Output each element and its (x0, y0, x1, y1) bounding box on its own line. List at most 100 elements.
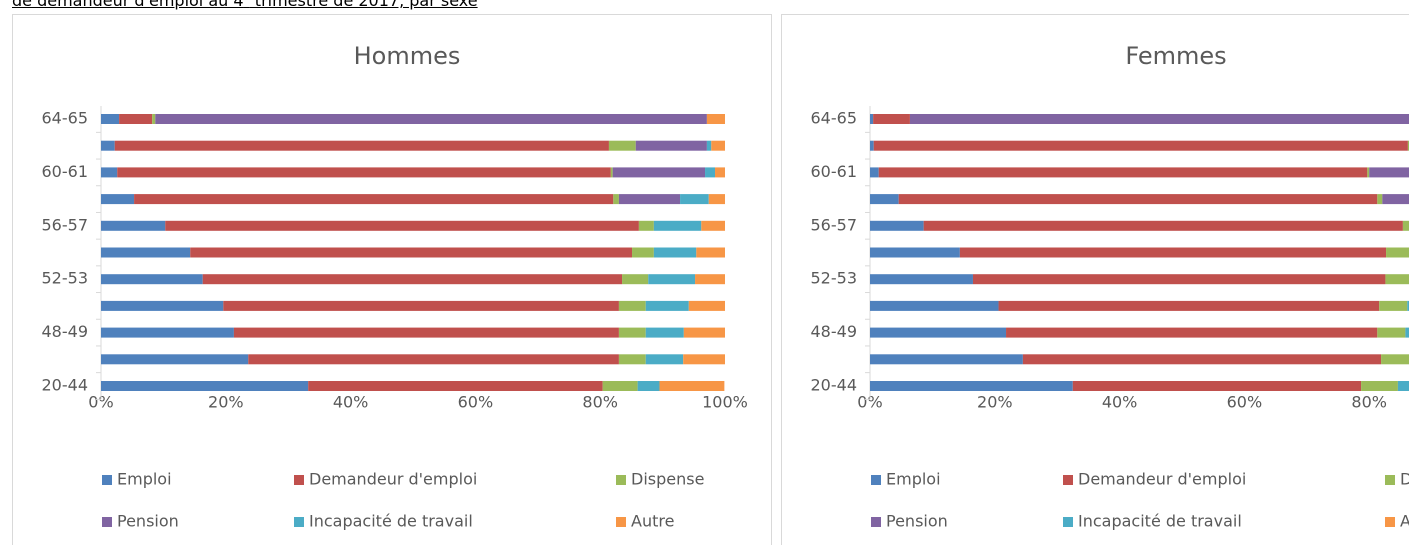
bar-segment (101, 354, 249, 365)
bar-segment (715, 167, 725, 178)
bar-segment (645, 300, 689, 311)
y-tick-label: 52-53 (42, 269, 89, 288)
bar-segment (618, 194, 681, 205)
bar-segment (632, 247, 654, 258)
bar-segment (165, 220, 639, 231)
legend-label: Autre (1400, 512, 1409, 531)
bar-segment (101, 140, 115, 151)
bar-segment (117, 167, 611, 178)
bar-segment (683, 327, 725, 338)
y-tick-label: 60-61 (811, 162, 858, 181)
bar-segment (1382, 194, 1409, 205)
bar-segment (618, 327, 646, 338)
bar-segment (622, 274, 649, 285)
bar-segment (688, 300, 725, 311)
bar-segment (608, 140, 636, 151)
x-tick-label: 0% (88, 393, 113, 412)
bar-segment (870, 194, 899, 205)
bar-segment (870, 114, 874, 124)
chart-title: Femmes (1125, 42, 1226, 70)
x-tick-label: 80% (1351, 393, 1387, 412)
legend-label: Dispense (1400, 470, 1409, 489)
legend-label: Autre (631, 512, 674, 531)
caption-text: de demandeur d'emploi au 4 (12, 0, 244, 10)
legend-label: Pension (117, 512, 179, 531)
bar-segment (870, 167, 879, 178)
legend-swatch (616, 475, 626, 485)
bar-segment (233, 327, 619, 338)
bar-segment (706, 114, 725, 124)
y-tick-label: 64-65 (42, 109, 89, 128)
bar-segment (152, 114, 156, 124)
bar-segment (870, 354, 1023, 365)
legend-swatch (294, 517, 304, 527)
bar-segment (701, 220, 725, 231)
bar-segment (878, 167, 1368, 178)
legend-swatch (102, 475, 112, 485)
legend-swatch (1063, 475, 1073, 485)
bar-segment (101, 274, 203, 285)
bar-segment (101, 327, 234, 338)
bar-segment (1361, 381, 1398, 391)
bar-segment (873, 114, 910, 124)
y-tick-label: 60-61 (42, 162, 89, 181)
bar-segment (613, 194, 619, 205)
bar-segment (101, 381, 309, 391)
x-tick-label: 100% (702, 393, 748, 412)
bar-segment (959, 247, 1387, 258)
bar-segment (998, 300, 1380, 311)
chart-title: Hommes (354, 42, 461, 70)
bar-segment (101, 300, 224, 311)
y-tick-label: 64-65 (811, 109, 858, 128)
bar-segment (653, 220, 702, 231)
bar-segment (870, 247, 960, 258)
bar-segment (873, 140, 1408, 151)
caption: de demandeur d'emploi au 4e trimestre de… (12, 0, 478, 10)
legend-label: Incapacité de travail (309, 512, 473, 531)
bar-segment (1402, 220, 1409, 231)
bar-segment (638, 220, 654, 231)
bar-segment (202, 274, 623, 285)
legend-swatch (102, 517, 112, 527)
bar-segment (870, 140, 874, 151)
legend-swatch (616, 517, 626, 527)
bar-segment (870, 220, 924, 231)
x-tick-label: 40% (1102, 393, 1138, 412)
bar-segment (1369, 167, 1409, 178)
bar-segment (653, 247, 697, 258)
bar-segment (114, 140, 609, 151)
chart: Femmes 0% 20% 40% 60% 80% 20-44 48-49 52-53 56-57… (781, 14, 1409, 545)
bar-segment (223, 300, 619, 311)
bar-segment (101, 220, 166, 231)
bar-segment (1072, 381, 1362, 391)
bar-segment (708, 194, 725, 205)
legend-label: Dispense (631, 470, 704, 489)
legend-swatch (1385, 517, 1395, 527)
x-tick-label: 60% (1227, 393, 1263, 412)
bar-segment (190, 247, 633, 258)
bar-segment (602, 381, 638, 391)
bar-segment (705, 167, 716, 178)
chart: Hommes 0% 20% 40% 60% 80% 100% 20-44 48-49 52-53 5… (12, 14, 772, 545)
bar-segment (1405, 327, 1409, 338)
bar-segment (1385, 274, 1409, 285)
x-tick-label: 60% (458, 393, 494, 412)
bar-segment (612, 167, 706, 178)
bar-segment (637, 381, 660, 391)
bar-segment (695, 274, 725, 285)
bar-segment (308, 381, 603, 391)
bar-segment (711, 140, 725, 151)
bar-segment (683, 354, 725, 365)
bar-segment (680, 194, 709, 205)
y-tick-label: 20-44 (42, 376, 89, 395)
bar-segment (618, 300, 646, 311)
legend-swatch (871, 517, 881, 527)
bar-segment (635, 140, 707, 151)
legend-label: Demandeur d'emploi (1078, 470, 1246, 489)
y-tick-label: 52-53 (811, 269, 858, 288)
legend-swatch (294, 475, 304, 485)
legend-swatch (1385, 475, 1395, 485)
bar-segment (101, 114, 120, 124)
bar-segment (101, 167, 118, 178)
